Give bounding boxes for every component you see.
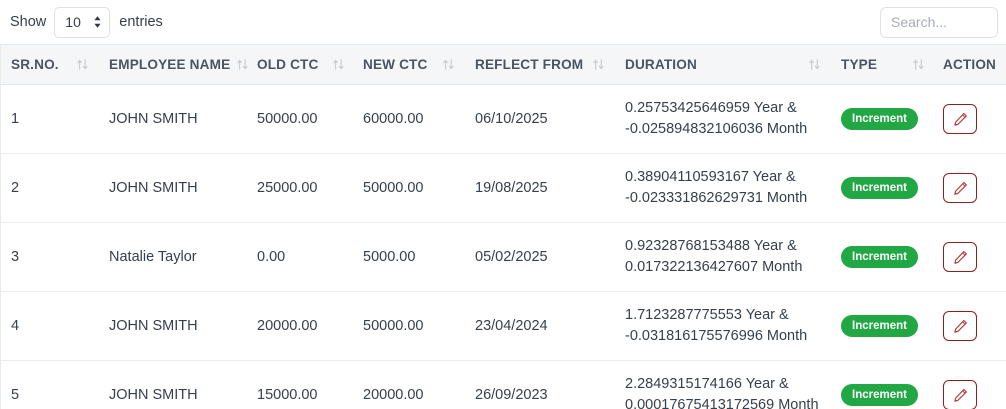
column-label-old-ctc: OLD CTC bbox=[257, 57, 319, 72]
pencil-icon bbox=[953, 250, 968, 265]
cell-type: Increment bbox=[829, 84, 933, 155]
sort-updown-icon[interactable] bbox=[912, 58, 925, 71]
cell-reflect-from: 19/08/2025 bbox=[463, 153, 613, 224]
column-header-sr-no[interactable]: SR.NO. bbox=[1, 44, 97, 85]
cell-duration: 2.2849315174166 Year & 0.000176754131725… bbox=[613, 360, 829, 409]
edit-button[interactable] bbox=[943, 173, 977, 204]
show-entries-label-prefix: Show bbox=[10, 14, 47, 30]
cell-new-ctc: 5000.00 bbox=[353, 222, 463, 293]
page-length-select[interactable]: 10 bbox=[54, 6, 111, 38]
cell-action bbox=[933, 84, 1006, 155]
table-row: 5 JOHN SMITH 15000.00 20000.00 26/09/202… bbox=[1, 360, 1006, 409]
table-body: 1 JOHN SMITH 50000.00 60000.00 06/10/202… bbox=[1, 84, 1006, 409]
show-entries-label-suffix: entries bbox=[119, 14, 163, 30]
sort-updown-icon[interactable] bbox=[808, 58, 821, 71]
cell-sr-no: 2 bbox=[1, 153, 97, 224]
cell-action bbox=[933, 291, 1006, 362]
ctc-history-table: SR.NO. EMPLOYEE NAME bbox=[1, 44, 1006, 409]
table-row: 4 JOHN SMITH 20000.00 50000.00 23/04/202… bbox=[1, 291, 1006, 362]
cell-duration: 0.25753425646959 Year & -0.0258948321060… bbox=[613, 84, 829, 155]
column-header-type[interactable]: TYPE bbox=[829, 44, 933, 85]
cell-employee-name: JOHN SMITH bbox=[97, 84, 245, 155]
cell-type: Increment bbox=[829, 360, 933, 409]
column-label-sr-no: SR.NO. bbox=[11, 57, 59, 72]
cell-old-ctc: 15000.00 bbox=[245, 360, 353, 409]
cell-new-ctc: 50000.00 bbox=[353, 153, 463, 224]
page-length-value: 10 bbox=[65, 14, 81, 30]
cell-action bbox=[933, 153, 1006, 224]
table-controls-bar: Show 10 entries bbox=[0, 0, 1006, 44]
cell-reflect-from: 05/02/2025 bbox=[463, 222, 613, 293]
column-label-type: TYPE bbox=[841, 57, 878, 72]
cell-employee-name: JOHN SMITH bbox=[97, 360, 245, 409]
cell-action bbox=[933, 222, 1006, 293]
status-badge: Increment bbox=[841, 314, 918, 338]
cell-sr-no: 1 bbox=[1, 84, 97, 155]
status-badge: Increment bbox=[841, 176, 918, 200]
column-header-old-ctc[interactable]: OLD CTC bbox=[245, 44, 353, 85]
pencil-icon bbox=[953, 319, 968, 334]
cell-type: Increment bbox=[829, 291, 933, 362]
cell-action bbox=[933, 360, 1006, 409]
sort-updown-icon[interactable] bbox=[332, 58, 345, 71]
pencil-icon bbox=[953, 181, 968, 196]
edit-button[interactable] bbox=[943, 380, 977, 409]
edit-button[interactable] bbox=[943, 311, 977, 342]
sort-updown-icon[interactable] bbox=[236, 58, 249, 71]
cell-type: Increment bbox=[829, 222, 933, 293]
stepper-updown-icon bbox=[93, 15, 102, 29]
pencil-icon bbox=[953, 112, 968, 127]
cell-reflect-from: 23/04/2024 bbox=[463, 291, 613, 362]
cell-type: Increment bbox=[829, 153, 933, 224]
cell-sr-no: 3 bbox=[1, 222, 97, 293]
cell-duration: 0.92328768153488 Year & 0.01732213642760… bbox=[613, 222, 829, 293]
edit-button[interactable] bbox=[943, 104, 977, 135]
column-label-reflect-from: REFLECT FROM bbox=[475, 57, 584, 72]
cell-old-ctc: 25000.00 bbox=[245, 153, 353, 224]
cell-employee-name: JOHN SMITH bbox=[97, 153, 245, 224]
cell-sr-no: 5 bbox=[1, 360, 97, 409]
column-label-duration: DURATION bbox=[625, 57, 697, 72]
status-badge: Increment bbox=[841, 383, 918, 407]
edit-button[interactable] bbox=[943, 242, 977, 273]
cell-employee-name: Natalie Taylor bbox=[97, 222, 245, 293]
cell-reflect-from: 26/09/2023 bbox=[463, 360, 613, 409]
column-label-new-ctc: NEW CTC bbox=[363, 57, 428, 72]
search-input[interactable] bbox=[880, 6, 998, 38]
column-header-new-ctc[interactable]: NEW CTC bbox=[353, 44, 463, 85]
table-row: 1 JOHN SMITH 50000.00 60000.00 06/10/202… bbox=[1, 84, 1006, 155]
cell-employee-name: JOHN SMITH bbox=[97, 291, 245, 362]
page-length-control: Show 10 entries bbox=[10, 6, 163, 38]
sort-updown-icon[interactable] bbox=[76, 58, 89, 71]
cell-duration: 0.38904110593167 Year & -0.0233318626297… bbox=[613, 153, 829, 224]
status-badge: Increment bbox=[841, 245, 918, 269]
cell-duration: 1.7123287775553 Year & -0.03181617557699… bbox=[613, 291, 829, 362]
column-header-duration[interactable]: DURATION bbox=[613, 44, 829, 85]
table-header-row: SR.NO. EMPLOYEE NAME bbox=[1, 44, 1006, 85]
cell-new-ctc: 20000.00 bbox=[353, 360, 463, 409]
column-header-action: ACTION bbox=[933, 44, 1006, 85]
table-row: 3 Natalie Taylor 0.00 5000.00 05/02/2025… bbox=[1, 222, 1006, 293]
cell-old-ctc: 50000.00 bbox=[245, 84, 353, 155]
table-head: SR.NO. EMPLOYEE NAME bbox=[1, 44, 1006, 85]
column-header-reflect-from[interactable]: REFLECT FROM bbox=[463, 44, 613, 85]
column-label-action: ACTION bbox=[943, 57, 997, 72]
cell-sr-no: 4 bbox=[1, 291, 97, 362]
sort-updown-icon[interactable] bbox=[442, 58, 455, 71]
column-header-employee-name[interactable]: EMPLOYEE NAME bbox=[97, 44, 248, 85]
cell-old-ctc: 0.00 bbox=[245, 222, 353, 293]
sort-updown-icon[interactable] bbox=[592, 58, 605, 71]
status-badge: Increment bbox=[841, 107, 918, 131]
table-row: 2 JOHN SMITH 25000.00 50000.00 19/08/202… bbox=[1, 153, 1006, 224]
cell-new-ctc: 50000.00 bbox=[353, 291, 463, 362]
cell-reflect-from: 06/10/2025 bbox=[463, 84, 613, 155]
cell-old-ctc: 20000.00 bbox=[245, 291, 353, 362]
pencil-icon bbox=[953, 388, 968, 403]
table-scroll-container: SR.NO. EMPLOYEE NAME bbox=[0, 44, 1006, 409]
column-label-employee-name: EMPLOYEE NAME bbox=[109, 57, 231, 72]
cell-new-ctc: 60000.00 bbox=[353, 84, 463, 155]
